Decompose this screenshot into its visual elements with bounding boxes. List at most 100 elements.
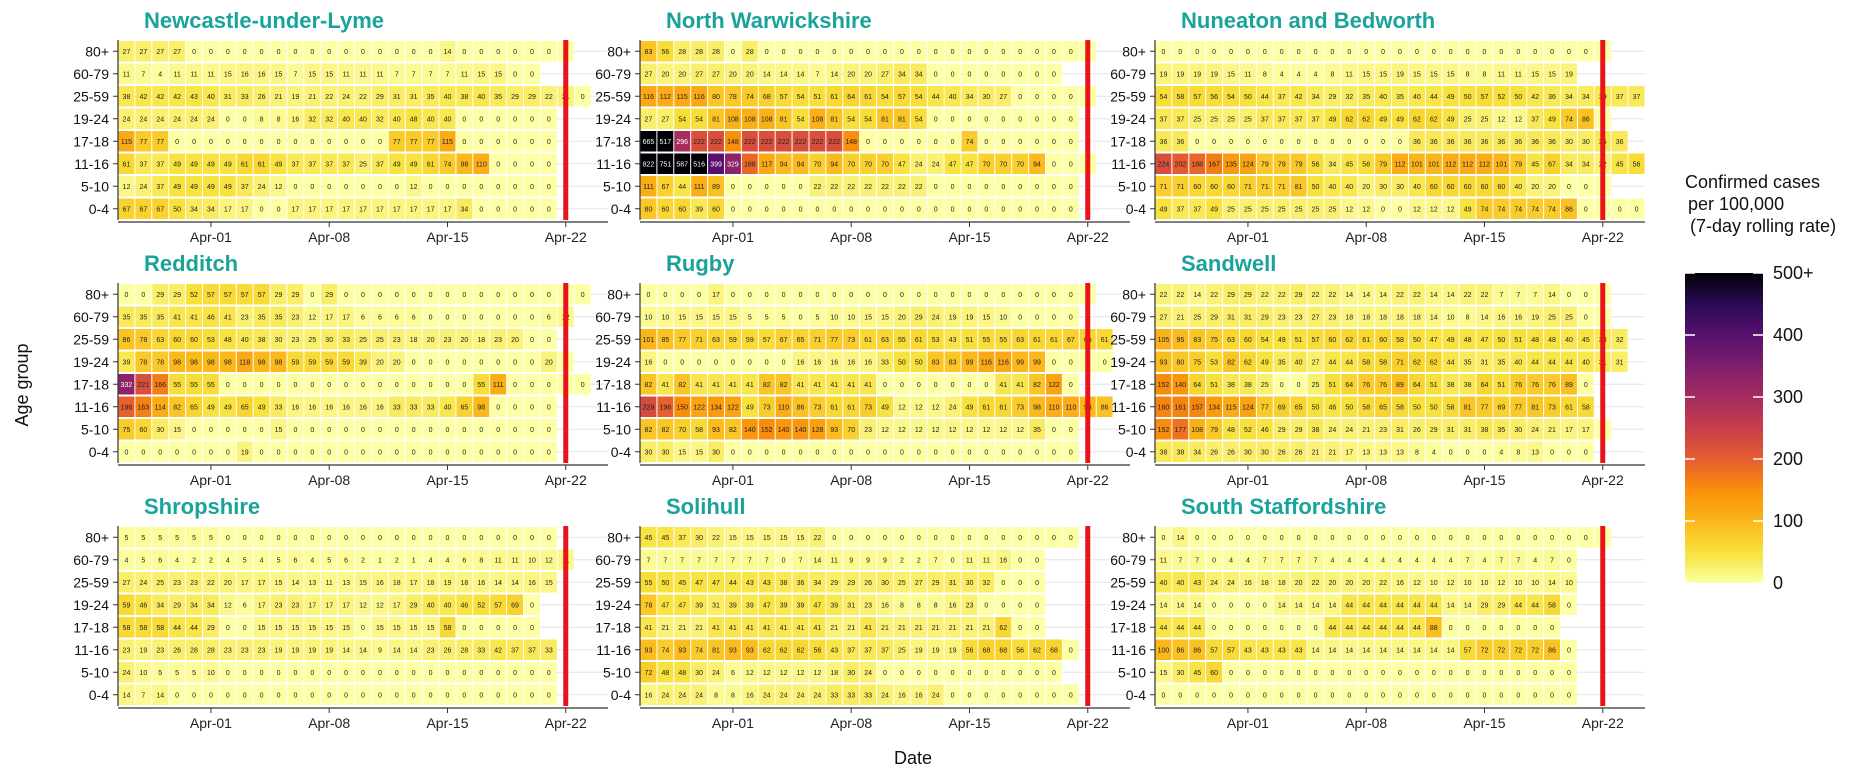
cell-value-label: 0 [530, 314, 534, 321]
cell-value-label: 20 [678, 71, 686, 78]
heatmap-cell [287, 86, 304, 107]
cell-value-label: 45 [1582, 337, 1590, 344]
heatmap-cell [910, 86, 927, 107]
heatmap-cell [118, 63, 135, 84]
cell-value-label: 21 [308, 94, 316, 101]
x-tick-label: Apr-08 [830, 715, 872, 731]
cell-value-label: 15 [224, 71, 232, 78]
cell-value-label: 0 [1297, 625, 1301, 632]
heatmap-cell [741, 131, 758, 152]
heatmap-cell [524, 41, 540, 62]
cell-value-label: 41 [797, 382, 805, 389]
cell-value-label: 38 [1464, 382, 1472, 389]
y-tick-label: 25-59 [1110, 574, 1146, 590]
cell-value-label: 17 [410, 580, 418, 587]
cell-value-label: 0 [1229, 670, 1233, 677]
date-marker-line [1600, 526, 1606, 706]
heatmap-cell [456, 63, 473, 84]
cell-value-label: 4 [1533, 557, 1537, 564]
cell-value-label: 25 [1481, 116, 1489, 123]
cell-value-label: 0 [547, 161, 551, 168]
x-tick-label: Apr-08 [308, 472, 350, 488]
cell-value-label: 42 [494, 647, 502, 654]
cell-value-label: 0 [934, 116, 938, 123]
heatmap-cell [674, 86, 691, 107]
cell-value-label: 0 [530, 184, 534, 191]
x-tick-label: Apr-15 [1463, 472, 1505, 488]
heatmap-cell [708, 198, 724, 219]
cell-value-label: 48 [661, 670, 669, 677]
cell-value-label: 0 [327, 382, 331, 389]
cell-value-label: 28 [678, 49, 686, 56]
heatmap-cell [219, 176, 236, 197]
cell-value-label: 0 [1246, 535, 1250, 542]
heatmap-cell [741, 108, 758, 129]
heatmap-cell [1029, 41, 1046, 62]
cell-value-label: 12 [1497, 116, 1505, 123]
y-tick-label: 60-79 [595, 66, 631, 82]
cell-value-label: 70 [678, 427, 686, 434]
cell-value-label: 0 [581, 292, 585, 299]
cell-value-label: 44 [1329, 359, 1337, 366]
cell-value-label: 14 [156, 692, 164, 699]
heatmap-cell [775, 86, 792, 107]
cell-value-label: 14 [1464, 602, 1472, 609]
cell-value-label: 7 [293, 71, 297, 78]
heatmap-cell [270, 86, 287, 107]
cell-value-label: 49 [190, 184, 198, 191]
cell-value-label: 98 [1033, 404, 1041, 411]
cell-value-label: 77 [393, 139, 401, 146]
cell-value-label: 0 [1567, 602, 1571, 609]
cell-value-label: 15 [376, 625, 384, 632]
cell-value-label: 62 [797, 647, 805, 654]
cell-value-label: 0 [1398, 670, 1402, 677]
cell-value-label: 0 [361, 535, 365, 542]
cell-value-label: 34 [1582, 161, 1590, 168]
cell-value-label: 65 [1295, 404, 1303, 411]
heatmap-cell [826, 86, 843, 107]
cell-value-label: 54 [797, 116, 805, 123]
cell-value-label: 6 [378, 314, 382, 321]
cell-value-label: 6 [547, 314, 551, 321]
x-tick-label: Apr-01 [712, 472, 754, 488]
cell-value-label: 31 [949, 580, 957, 587]
cell-value-label: 0 [141, 449, 145, 456]
heatmap-cell [758, 131, 775, 152]
heatmap-cell [388, 63, 405, 84]
cell-value-label: 0 [934, 292, 938, 299]
cell-value-label: 24 [207, 116, 215, 123]
cell-value-label: 0 [547, 535, 551, 542]
cell-value-label: 188 [744, 161, 756, 168]
cell-value-label: 0 [832, 292, 836, 299]
cell-value-label: 0 [934, 49, 938, 56]
cell-value-label: 8 [1483, 71, 1487, 78]
cell-value-label: 7 [765, 557, 769, 564]
cell-value-label: 167 [1208, 161, 1220, 168]
cell-value-label: 41 [763, 625, 771, 632]
heatmap-cell [944, 108, 961, 129]
cell-value-label: 98 [173, 359, 181, 366]
cell-value-label: 0 [496, 116, 500, 123]
cell-value-label: 19 [292, 647, 300, 654]
cell-value-label: 0 [951, 139, 955, 146]
cell-value-label: 0 [1567, 692, 1571, 699]
cell-value-label: 56 [966, 647, 974, 654]
cell-value-label: 82 [780, 382, 788, 389]
cell-value-label: 26 [173, 647, 181, 654]
cell-value-label: 37 [1633, 94, 1641, 101]
heatmap-cell [507, 176, 524, 197]
cell-value-label: 38 [1312, 427, 1320, 434]
heatmap-cell [388, 131, 405, 152]
heatmap-cell [724, 63, 741, 84]
cell-value-label: 7 [646, 557, 650, 564]
cell-value-label: 0 [782, 557, 786, 564]
cell-value-label: 8 [714, 692, 718, 699]
cell-value-label: 0 [243, 116, 247, 123]
heatmap-cell [270, 198, 287, 219]
cell-value-label: 0 [226, 692, 230, 699]
cell-value-label: 0 [547, 404, 551, 411]
heatmap-cell [456, 176, 473, 197]
heatmap-cell [507, 63, 524, 84]
cell-value-label: 4 [446, 557, 450, 564]
cell-value-label: 89 [712, 184, 720, 191]
